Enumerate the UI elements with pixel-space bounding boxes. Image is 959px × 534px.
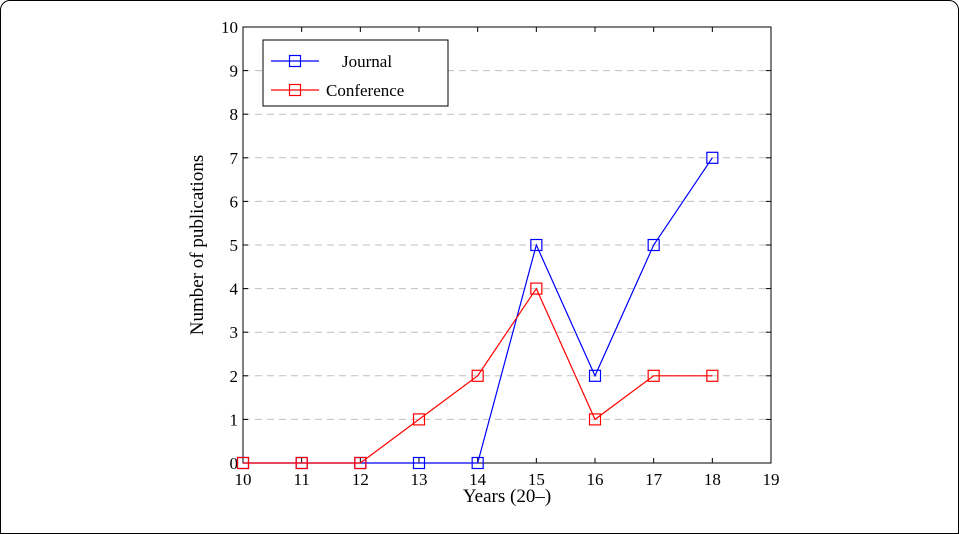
- y-tick-label: 10: [221, 18, 238, 37]
- legend-marker: [288, 54, 302, 68]
- data-point: [471, 456, 484, 470]
- y-tick-label: 2: [230, 367, 239, 386]
- legend: Journal Conference: [262, 39, 449, 107]
- y-tick-label: 7: [230, 149, 239, 168]
- data-point: [412, 413, 426, 426]
- legend-label: Journal: [342, 52, 392, 71]
- data-point: [706, 151, 719, 164]
- data-point: [530, 238, 543, 252]
- data-point: [471, 369, 484, 382]
- y-tick-label: 6: [230, 192, 239, 211]
- legend-label: Conference: [326, 81, 404, 100]
- x-tick-label: 16: [587, 470, 604, 489]
- x-tick-label: 19: [763, 470, 780, 489]
- data-point: [295, 456, 308, 470]
- data-point: [647, 369, 660, 382]
- y-tick-label: 8: [230, 105, 239, 124]
- x-tick-label: 10: [235, 470, 252, 489]
- data-point: [706, 369, 719, 382]
- series-line: [243, 287, 713, 464]
- x-tick-label: 11: [293, 470, 309, 489]
- y-tick-label: 0: [230, 454, 239, 473]
- data-point: [588, 369, 602, 382]
- y-axis-label: Number of publications: [187, 155, 208, 335]
- data-point: [236, 456, 250, 470]
- x-tick-label: 14: [469, 470, 487, 489]
- series-journal: [236, 151, 719, 470]
- data-point: [647, 238, 660, 252]
- series-conference: [236, 282, 719, 470]
- y-tick-label: 5: [230, 236, 239, 255]
- x-tick-label: 18: [704, 470, 721, 489]
- grid-lines: [243, 70, 771, 420]
- y-tick-label: 1: [230, 410, 239, 429]
- x-tick-label: 17: [645, 470, 663, 489]
- y-tick-label: 9: [230, 62, 239, 81]
- series-line: [243, 157, 713, 464]
- data-point: [354, 456, 367, 470]
- legend-item: Journal: [271, 52, 392, 71]
- data-point: [530, 282, 543, 295]
- x-axis-label: Years (20–): [463, 486, 551, 507]
- legend-item: Conference: [271, 81, 404, 100]
- x-tick-label: 12: [352, 470, 369, 489]
- x-tick-label: 13: [411, 470, 428, 489]
- y-tick-label: 4: [230, 280, 239, 299]
- x-tick-label: 15: [528, 470, 545, 489]
- legend-marker: [288, 83, 302, 97]
- data-point: [412, 456, 426, 470]
- y-tick-label: 3: [230, 323, 239, 342]
- series-group: [236, 151, 719, 470]
- data-point: [588, 413, 602, 426]
